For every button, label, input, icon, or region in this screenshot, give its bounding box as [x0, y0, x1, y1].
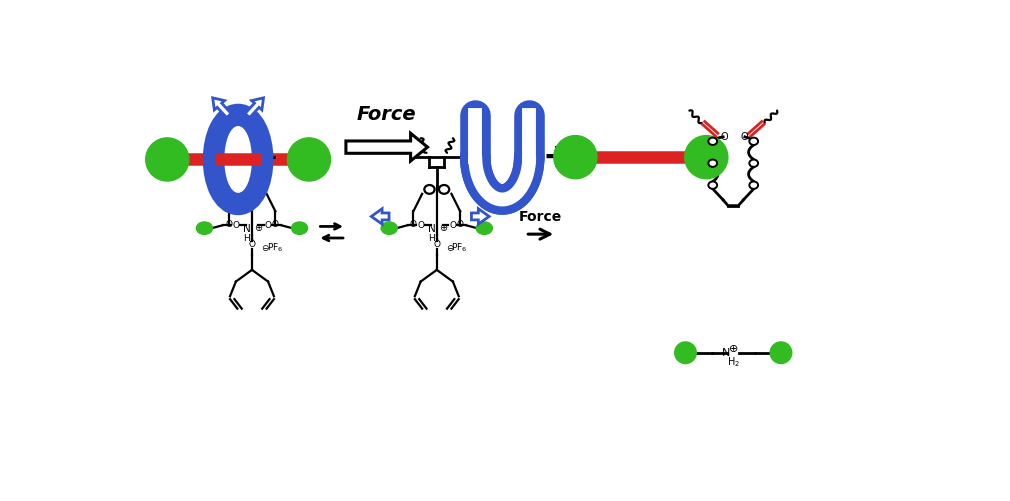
Ellipse shape: [708, 138, 717, 145]
Text: PF$_6$: PF$_6$: [267, 241, 283, 254]
Text: Force: Force: [519, 210, 563, 224]
Polygon shape: [213, 98, 231, 118]
Text: $\ominus$: $\ominus$: [445, 243, 455, 253]
Text: $\oplus$: $\oplus$: [255, 222, 264, 233]
Ellipse shape: [708, 181, 717, 189]
Text: $\oplus$: $\oplus$: [728, 343, 738, 354]
Text: +: +: [542, 141, 570, 174]
Text: O: O: [232, 221, 239, 230]
Text: O: O: [433, 240, 440, 249]
Ellipse shape: [749, 181, 759, 189]
Polygon shape: [245, 98, 264, 118]
Text: O: O: [417, 221, 424, 230]
Ellipse shape: [225, 127, 251, 192]
Ellipse shape: [381, 222, 397, 234]
Text: O: O: [457, 220, 464, 229]
Ellipse shape: [749, 138, 759, 145]
Polygon shape: [472, 209, 489, 224]
Text: H$_2$: H$_2$: [727, 355, 739, 369]
Text: $\ominus$: $\ominus$: [261, 243, 270, 253]
Text: O: O: [265, 221, 272, 230]
Text: $\oplus$: $\oplus$: [439, 222, 448, 233]
Circle shape: [145, 138, 189, 181]
Text: O: O: [410, 220, 417, 229]
Text: N: N: [427, 224, 435, 234]
Ellipse shape: [749, 159, 759, 167]
Text: O: O: [272, 220, 279, 229]
Circle shape: [553, 136, 597, 179]
Text: H$_2$: H$_2$: [427, 232, 440, 244]
Text: O: O: [720, 132, 727, 142]
Text: O: O: [740, 132, 748, 142]
Polygon shape: [372, 209, 389, 224]
Ellipse shape: [708, 159, 717, 167]
Circle shape: [685, 136, 728, 179]
Text: PF$_6$: PF$_6$: [451, 241, 468, 254]
Text: N: N: [242, 224, 250, 234]
Text: Force: Force: [357, 105, 416, 124]
Circle shape: [675, 342, 696, 364]
Text: H$_2$: H$_2$: [243, 232, 256, 244]
Text: O: O: [449, 221, 457, 230]
Ellipse shape: [292, 222, 308, 234]
Circle shape: [771, 342, 792, 364]
Circle shape: [288, 138, 330, 181]
Ellipse shape: [477, 222, 492, 234]
Text: O: O: [248, 240, 256, 249]
Polygon shape: [345, 133, 427, 161]
Text: N: N: [722, 348, 730, 358]
Ellipse shape: [196, 222, 212, 234]
Text: O: O: [225, 220, 232, 229]
